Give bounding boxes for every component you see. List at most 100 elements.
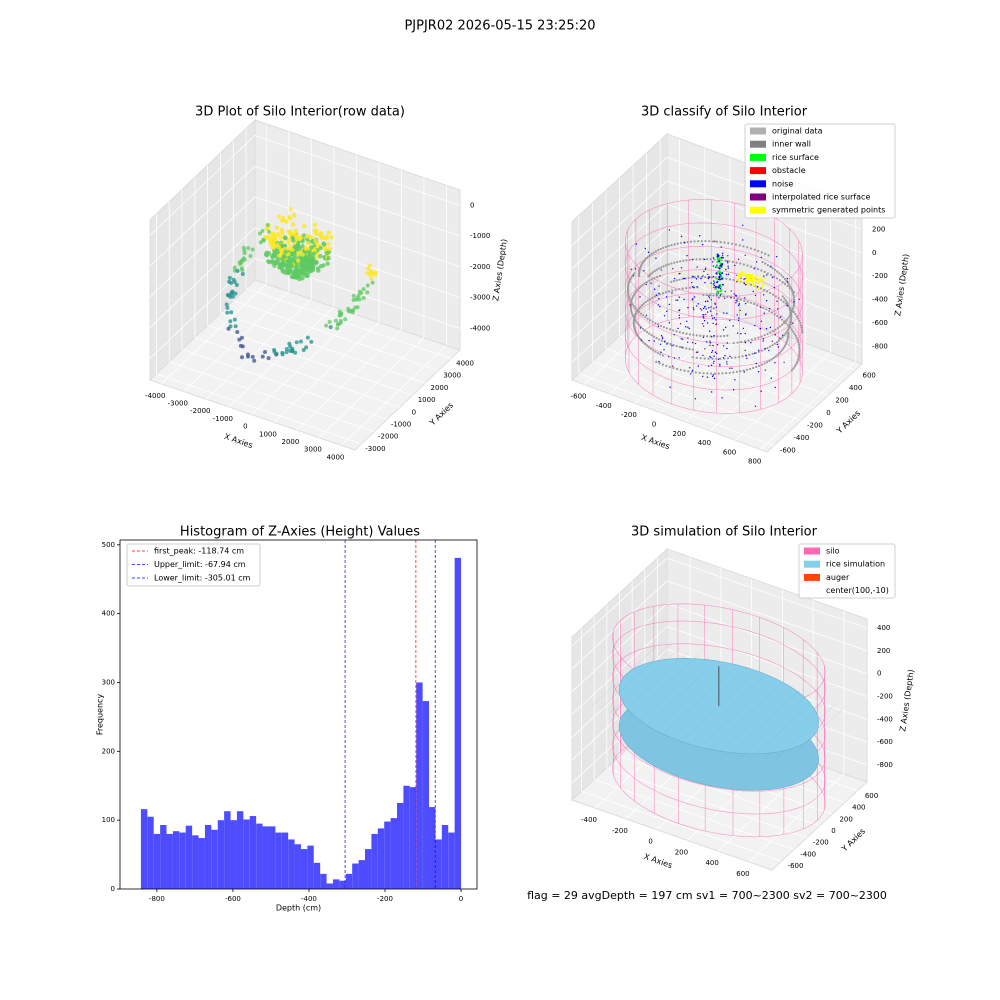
noise-dot: [682, 338, 684, 340]
rice-dot: [714, 286, 717, 289]
wall-dot: [688, 347, 691, 351]
noise-dot: [739, 309, 741, 312]
noise-dot: [671, 292, 673, 294]
x-tick-label: 600: [736, 870, 749, 878]
noise-dot: [709, 310, 712, 312]
z-tick-label: -600: [872, 319, 888, 327]
noise-dot: [703, 306, 706, 308]
grid-line: [578, 373, 774, 447]
mesh-line: [619, 651, 690, 716]
histogram-bar: [198, 838, 205, 889]
wall-dot: [768, 345, 772, 348]
point-cloud-dot: [271, 239, 277, 244]
noise-dot: [712, 344, 714, 347]
wall-dot: [631, 303, 634, 306]
wall-dot: [655, 268, 658, 271]
rice-dot: [719, 278, 722, 281]
point-cloud-dot: [314, 255, 319, 260]
noise-dot: [708, 295, 710, 297]
wall-dot: [645, 344, 648, 347]
mesh-line: [767, 702, 837, 768]
noise-dot: [653, 288, 656, 290]
noise-dot: [706, 341, 708, 343]
noise-dot: [721, 254, 724, 257]
point-cloud-dot: [228, 294, 233, 299]
noise-dot: [786, 281, 789, 283]
grid-line: [194, 336, 400, 408]
rice-dot: [715, 272, 718, 275]
noise-dot: [703, 317, 705, 319]
wall-dot: [637, 336, 640, 339]
point-cloud-dot: [365, 283, 370, 288]
noise-dot: [760, 390, 762, 392]
point-cloud-dot: [303, 262, 309, 268]
wall-dot: [697, 240, 700, 243]
point-cloud-dot: [274, 351, 279, 356]
histogram-bar: [390, 818, 398, 889]
noise-dot: [712, 276, 715, 278]
noise-dot: [681, 346, 683, 348]
noise-dot: [752, 290, 754, 293]
histogram-bar: [377, 828, 385, 889]
wall-dot: [764, 262, 767, 265]
y-tick-label: -200: [813, 839, 829, 847]
point-cloud-dot: [235, 329, 240, 334]
wall-dot: [632, 325, 636, 328]
wall-dot: [679, 241, 682, 245]
symmetric-dot: [761, 279, 764, 282]
wall-dot: [733, 297, 736, 300]
legend-swatch: [804, 573, 820, 581]
wall-dot: [792, 296, 795, 299]
noise-dot: [687, 337, 689, 339]
noise-dot: [710, 391, 713, 393]
noise-dot: [757, 371, 760, 373]
wall-dot: [672, 279, 676, 283]
noise-dot: [691, 299, 694, 301]
wall-dot: [745, 368, 749, 371]
noise-dot: [721, 283, 724, 286]
noise-dot: [712, 374, 715, 376]
wall-dot: [792, 330, 795, 333]
point-cloud-dot: [263, 350, 268, 355]
wall-dot: [739, 298, 743, 301]
histogram-bar: [288, 839, 295, 889]
wall-dot: [783, 345, 786, 348]
noise-dot: [753, 268, 755, 270]
wall-dot: [699, 334, 702, 337]
x-tick-label: -1000: [213, 415, 233, 423]
mesh-line: [739, 693, 810, 758]
noise-dot: [659, 305, 661, 308]
wall-dot: [756, 304, 759, 307]
wall-dot: [737, 355, 741, 359]
wall-dot: [767, 254, 770, 257]
mesh-line: [647, 660, 717, 726]
rice-dot: [716, 255, 719, 258]
wall-dot: [771, 267, 774, 270]
wall-dot: [726, 357, 730, 360]
point-cloud-dot: [293, 228, 298, 233]
noise-dot: [683, 242, 686, 244]
wall-dot: [721, 372, 724, 375]
wall-dot: [702, 334, 705, 338]
noise-dot: [696, 351, 699, 353]
histogram-bar: [236, 811, 244, 889]
rice-dot: [719, 285, 722, 288]
point-cloud-dot: [315, 241, 320, 247]
noise-dot: [726, 260, 728, 262]
noise-dot: [683, 298, 685, 301]
wall-dot: [644, 258, 647, 261]
wall-dot: [635, 320, 638, 323]
symmetric-dot: [754, 279, 758, 283]
symmetric-dot: [738, 279, 742, 282]
wall-dot: [699, 357, 702, 360]
wall-dot: [649, 319, 652, 322]
histogram-bar: [256, 823, 263, 889]
noise-dot: [713, 360, 715, 363]
x-tick-label: 0: [243, 423, 247, 431]
wall-dot: [762, 306, 765, 310]
histogram-bar: [140, 809, 148, 889]
point-cloud-dot: [321, 242, 327, 247]
y-tick-label: 0: [412, 408, 416, 416]
noise-dot: [743, 371, 745, 373]
noise-dot: [705, 267, 707, 269]
